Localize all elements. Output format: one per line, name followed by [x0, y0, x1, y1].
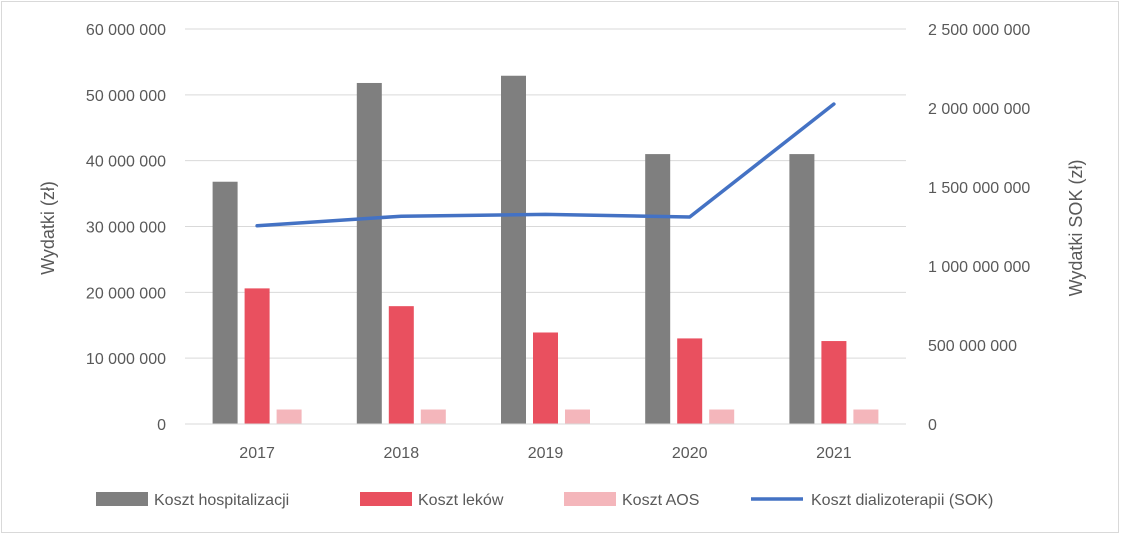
- legend-label: Koszt leków: [418, 492, 504, 509]
- gridlines: [185, 28, 906, 359]
- right-axis-tick-label: 2 500 000 000: [928, 22, 1030, 39]
- x-axis-tick-label: 2020: [672, 445, 708, 462]
- legend-swatch: [96, 492, 148, 506]
- legend-swatch: [564, 492, 616, 506]
- line-series-path: [255, 102, 836, 228]
- left-axis-tick-label: 50 000 000: [86, 88, 166, 105]
- bar: [356, 82, 382, 424]
- right-axis-tick-label: 1 000 000 000: [928, 259, 1030, 276]
- right-axis-tick-label: 2 000 000 000: [928, 101, 1030, 118]
- left-axis-tick-label: 20 000 000: [86, 285, 166, 302]
- x-axis-tick-label: 2021: [816, 445, 852, 462]
- bar: [677, 338, 703, 424]
- bar: [789, 154, 815, 425]
- axes: 0 10 000 000 20 000 000 30 000 000 40 000 00…: [86, 22, 1031, 462]
- bar: [420, 409, 446, 424]
- line-series: [255, 102, 836, 228]
- legend-label: Koszt AOS: [622, 492, 699, 509]
- x-axis-tick-label: 2018: [384, 445, 420, 462]
- bar: [853, 409, 879, 424]
- bar: [821, 341, 847, 424]
- x-axis-tick-label: 2017: [239, 445, 275, 462]
- x-axis-tick-label: 2019: [528, 445, 564, 462]
- bar: [501, 75, 526, 424]
- bar: [565, 409, 590, 424]
- legend-swatch: [360, 492, 412, 506]
- left-axis-tick-label: 40 000 000: [86, 154, 166, 171]
- bars: [212, 75, 879, 425]
- left-axis-tick-label: 60 000 000: [86, 22, 166, 39]
- right-axis-title: Wydatki SOK (zł): [1066, 160, 1086, 297]
- legend-label: Koszt hospitalizacji: [154, 492, 289, 509]
- bar: [244, 288, 270, 424]
- right-axis-tick-label: 1 500 000 000: [928, 180, 1030, 197]
- legend: Koszt hospitalizacji Koszt leków Koszt AOS…: [96, 492, 993, 509]
- bar: [388, 306, 414, 424]
- left-axis-tick-label: 30 000 000: [86, 220, 166, 237]
- bar: [709, 409, 735, 424]
- left-axis-tick-label: 10 000 000: [86, 351, 166, 368]
- bar: [645, 154, 671, 425]
- right-axis-tick-label: 0: [928, 417, 937, 434]
- legend-label: Koszt dializoterapii (SOK): [811, 492, 993, 509]
- right-axis-tick-label: 500 000 000: [928, 338, 1017, 355]
- left-axis-tick-label: 0: [157, 417, 166, 434]
- bar: [276, 409, 302, 424]
- left-axis-title: Wydatki (zł): [38, 181, 58, 275]
- bar: [533, 332, 558, 424]
- bar: [212, 181, 238, 424]
